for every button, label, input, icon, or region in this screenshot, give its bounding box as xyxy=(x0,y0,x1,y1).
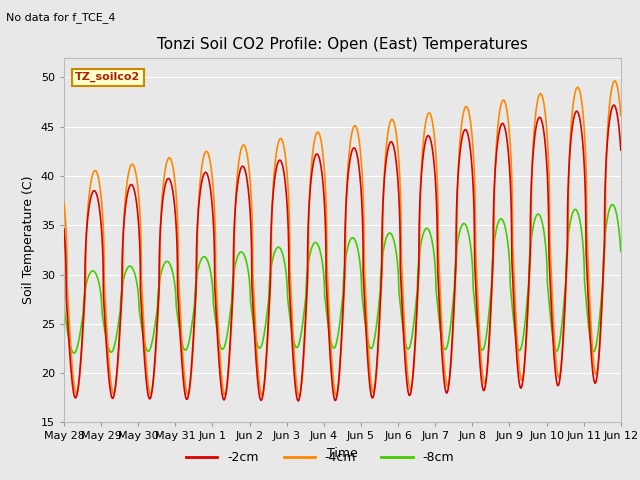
-8cm xyxy=(616,241,624,247)
-8cm xyxy=(322,302,330,308)
-4cm xyxy=(160,175,168,180)
-8cm xyxy=(467,249,475,254)
-8cm xyxy=(70,350,78,356)
-2cm xyxy=(160,188,168,194)
Line: -8cm: -8cm xyxy=(64,204,621,353)
Text: TZ_soilco2: TZ_soilco2 xyxy=(75,72,140,83)
Text: No data for f_TCE_4: No data for f_TCE_4 xyxy=(6,12,116,23)
Y-axis label: Soil Temperature (C): Soil Temperature (C) xyxy=(22,176,35,304)
-4cm xyxy=(467,125,475,131)
-2cm xyxy=(499,120,507,126)
-4cm xyxy=(295,393,303,399)
-2cm xyxy=(322,234,330,240)
-2cm xyxy=(294,398,302,404)
X-axis label: Time: Time xyxy=(327,447,358,460)
-4cm xyxy=(617,112,625,118)
-2cm xyxy=(60,226,68,232)
-4cm xyxy=(499,97,507,103)
Line: -4cm: -4cm xyxy=(64,81,621,396)
-4cm xyxy=(616,106,624,112)
-8cm xyxy=(617,249,625,254)
Title: Tonzi Soil CO2 Profile: Open (East) Temperatures: Tonzi Soil CO2 Profile: Open (East) Temp… xyxy=(157,37,528,52)
-2cm xyxy=(610,102,618,108)
-2cm xyxy=(467,156,475,161)
-4cm xyxy=(436,295,444,301)
-2cm xyxy=(616,140,624,145)
Line: -2cm: -2cm xyxy=(64,105,621,401)
-8cm xyxy=(499,217,507,223)
-8cm xyxy=(436,328,444,334)
-2cm xyxy=(617,147,625,153)
-8cm xyxy=(609,202,616,207)
-4cm xyxy=(60,199,68,205)
-4cm xyxy=(611,78,619,84)
Legend: -2cm, -4cm, -8cm: -2cm, -4cm, -8cm xyxy=(181,446,459,469)
-8cm xyxy=(161,261,168,267)
-8cm xyxy=(60,297,68,303)
-4cm xyxy=(322,190,330,196)
-2cm xyxy=(436,324,444,330)
